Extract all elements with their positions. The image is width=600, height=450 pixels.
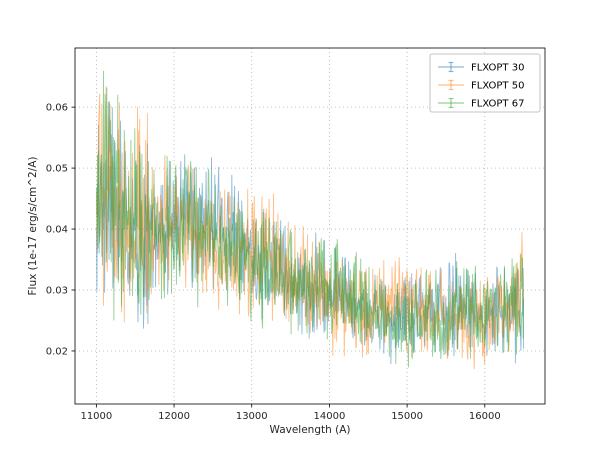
legend-entry: FLXOPT 50: [438, 79, 524, 92]
x-tick-label: 13000: [236, 411, 268, 422]
legend-label: FLXOPT 67: [471, 99, 524, 110]
x-tick-label: 14000: [314, 411, 346, 422]
y-tick-label: 0.05: [46, 164, 68, 175]
series-flxopt-67: [95, 70, 525, 368]
x-axis-label: Wavelength (A): [269, 424, 350, 436]
y-axis-label: Flux (1e-17 erg/s/cm^2/A): [27, 157, 39, 296]
x-tick-label: 15000: [391, 411, 423, 422]
y-tick-label: 0.02: [46, 346, 68, 357]
legend: FLXOPT 30 FLXOPT 50 FLXOPT 67: [429, 53, 541, 113]
plot-border: [74, 47, 546, 405]
y-tick-label: 0.06: [46, 103, 68, 114]
legend-entry: FLXOPT 30: [438, 61, 524, 74]
x-tick-label: 11000: [80, 411, 112, 422]
y-tick-label: 0.04: [46, 225, 68, 236]
y-tick-label: 0.03: [46, 286, 68, 297]
legend-box: [429, 53, 541, 113]
legend-entry: FLXOPT 67: [438, 97, 524, 110]
legend-label: FLXOPT 50: [471, 81, 524, 92]
x-tick-label: 12000: [158, 411, 190, 422]
x-tick-label: 16000: [469, 411, 501, 422]
legend-label: FLXOPT 30: [471, 63, 524, 74]
series-group: [95, 70, 525, 370]
